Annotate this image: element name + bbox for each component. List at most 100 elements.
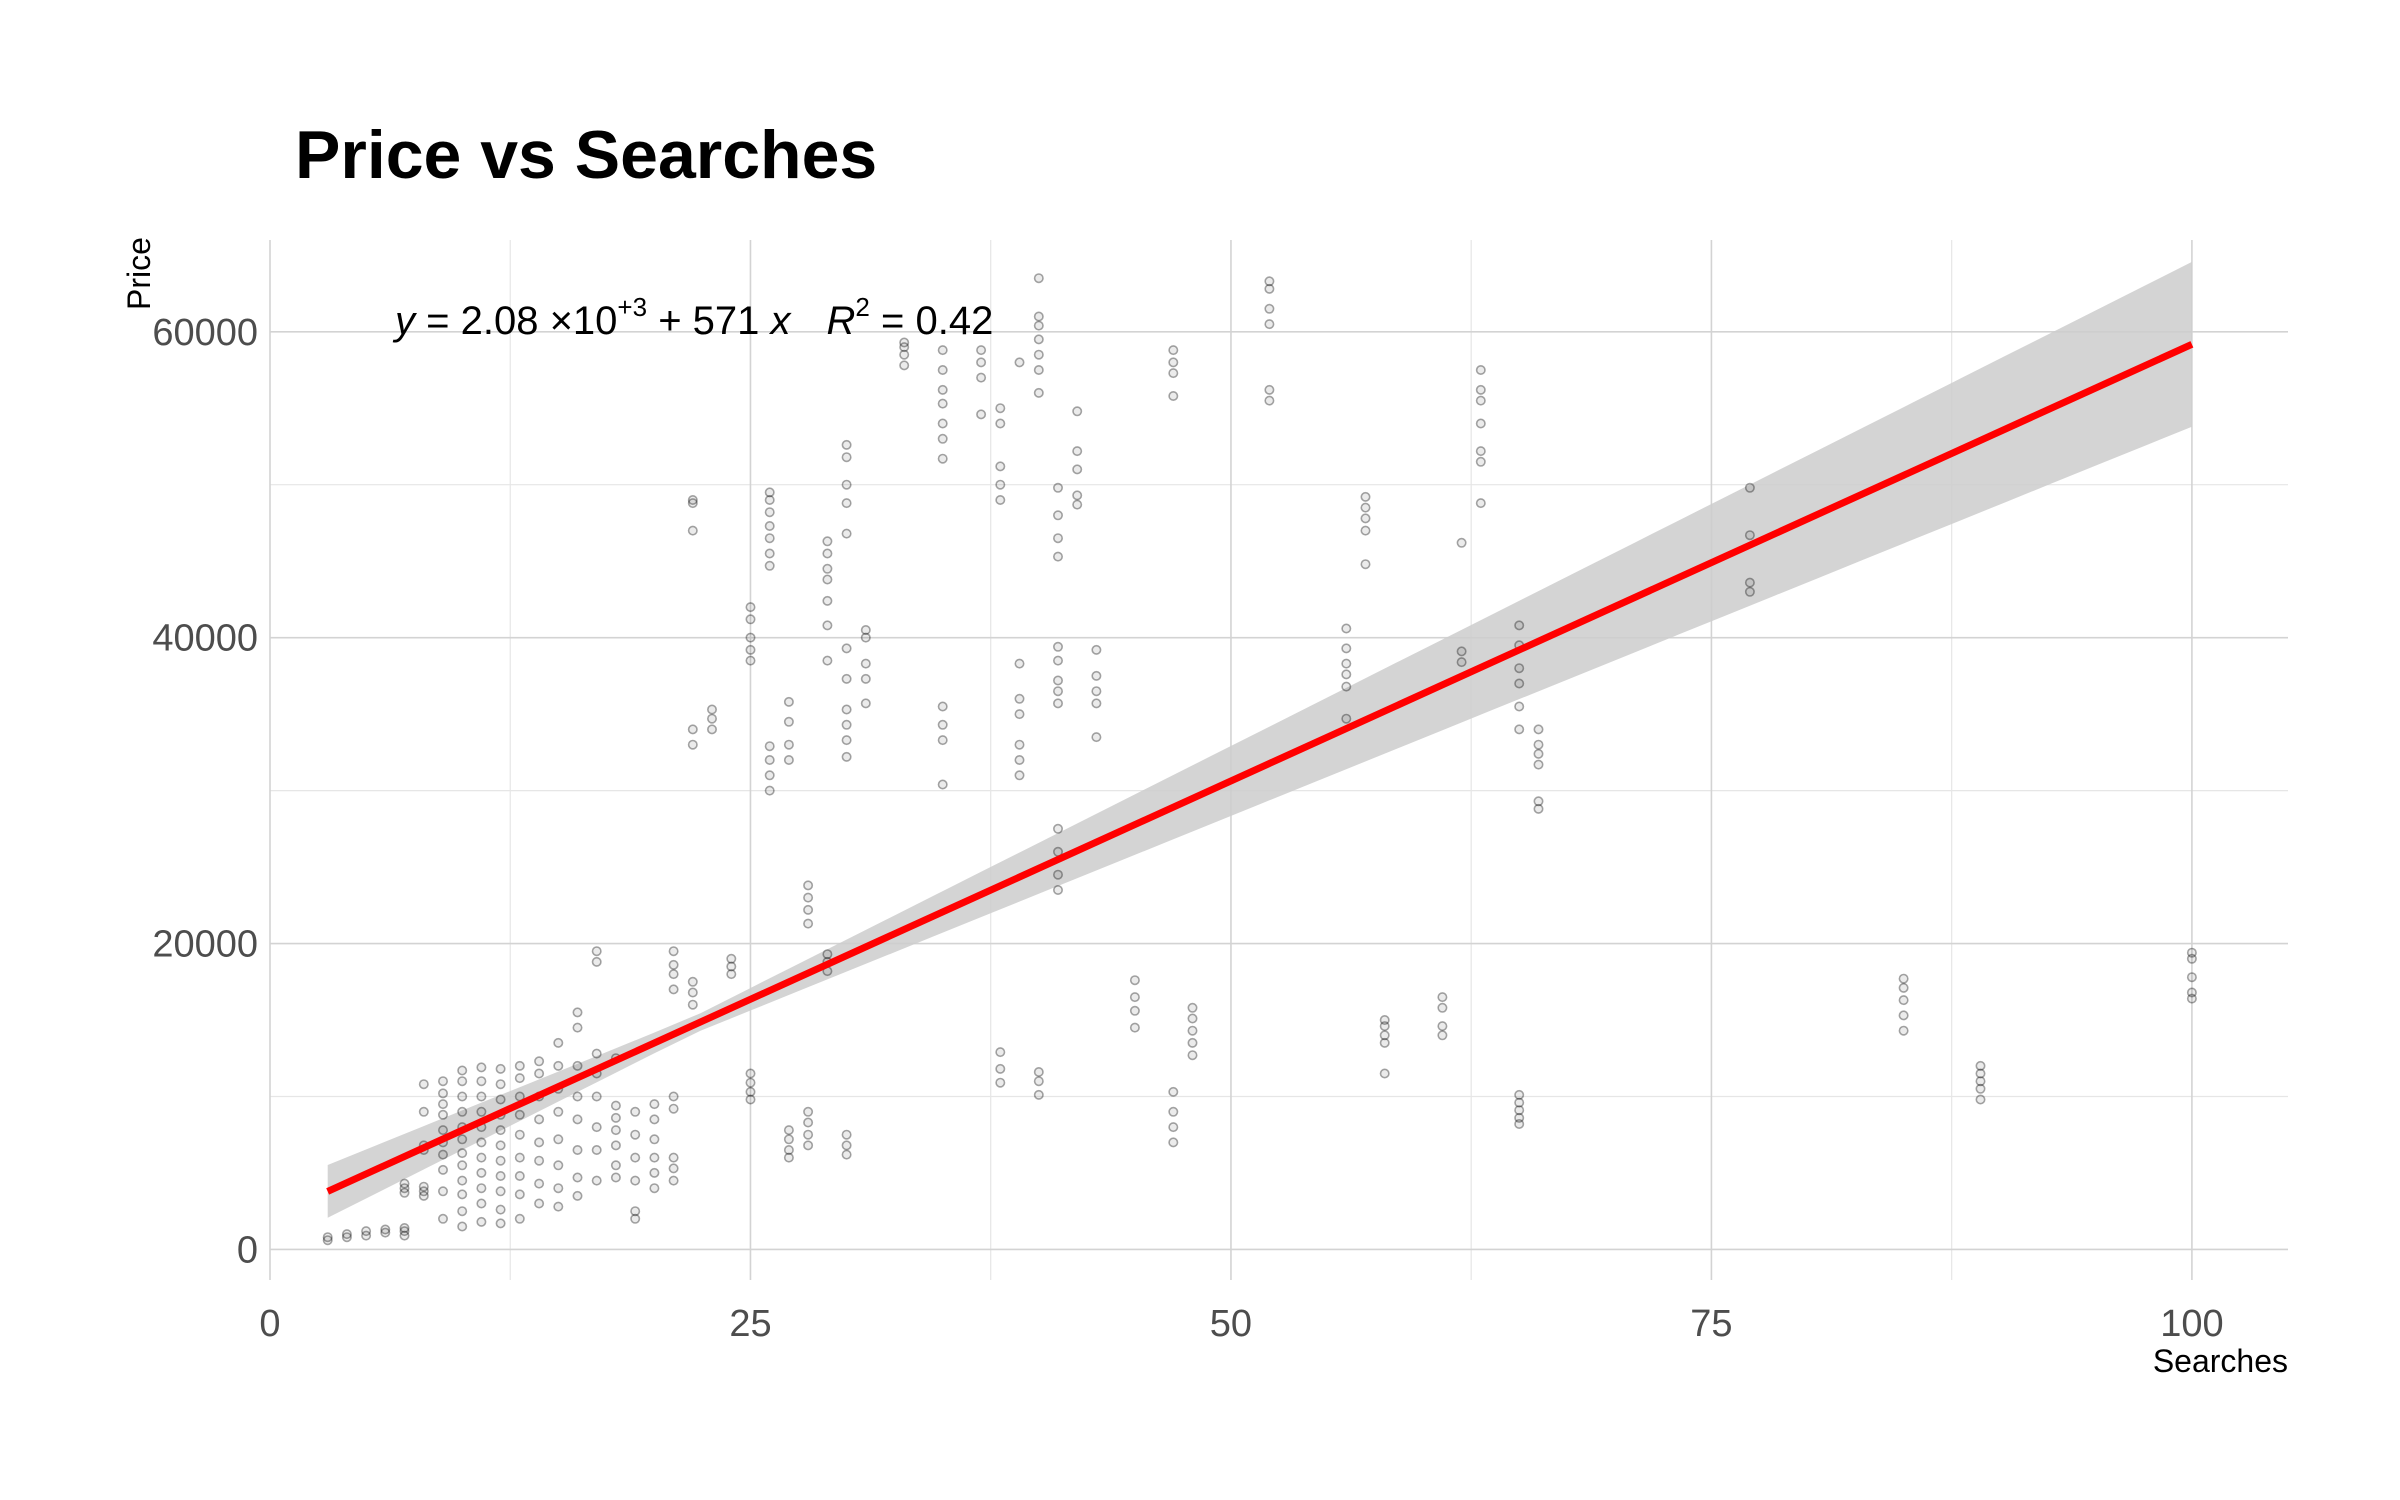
data-point [899,342,910,353]
data-point [1514,1089,1525,1100]
data-point [610,1125,621,1136]
data-point [457,1134,468,1145]
data-point [841,643,852,654]
data-point [860,658,871,669]
data-point [437,1164,448,1175]
data-point [764,533,775,544]
data-point [1014,693,1025,704]
data-point [995,1047,1006,1058]
data-point [822,595,833,606]
data-point [937,384,948,395]
data-point [841,751,852,762]
data-point [841,704,852,715]
data-point [2186,972,2197,983]
data-point [380,1227,391,1238]
data-point [399,1178,410,1189]
data-point [476,1152,487,1163]
data-point [572,1172,583,1183]
data-point [899,337,910,348]
data-point [803,892,814,903]
data-point [937,364,948,375]
data-point [457,1206,468,1217]
data-point [1975,1068,1986,1079]
data-point [1264,395,1275,406]
data-point [1091,644,1102,655]
data-point [1264,384,1275,395]
data-point [1053,675,1064,686]
data-point [1033,273,1044,284]
data-point [1053,698,1064,709]
data-point [841,452,852,463]
y-tick-label: 0 [237,1229,258,1271]
data-point [1514,1097,1525,1108]
data-point [668,969,679,980]
data-point [841,735,852,746]
data-point [2186,993,2197,1004]
data-point [1898,995,1909,1006]
data-point [995,418,1006,429]
data-point [1514,663,1525,674]
x-tick-label: 100 [2160,1303,2223,1345]
data-point [2186,947,2197,958]
data-point [995,494,1006,505]
y-tick-label: 40000 [152,618,258,660]
data-point [457,1160,468,1171]
eq-r-exponent: 2 [855,292,869,322]
data-point [803,904,814,915]
data-point [476,1167,487,1178]
data-point [341,1229,352,1240]
data-point [745,644,756,655]
data-point [706,724,717,735]
data-point [591,1145,602,1156]
data-point [1033,320,1044,331]
data-point [1187,1013,1198,1024]
data-point [1744,530,1755,541]
data-point [726,969,737,980]
fit-line-group [326,341,2194,1195]
data-point [1533,724,1544,735]
data-point [1264,276,1275,287]
data-point [783,1152,794,1163]
data-point [437,1088,448,1099]
data-point [1168,1137,1179,1148]
data-point [457,1175,468,1186]
data-point [1129,1005,1140,1016]
data-point [514,1189,525,1200]
data-point [495,1094,506,1105]
data-point [1033,311,1044,322]
x-axis-title: Searches [2153,1343,2288,1379]
data-point [1033,334,1044,345]
eq-plus: + [647,299,693,343]
data-point [1533,759,1544,770]
data-point [1033,364,1044,375]
data-point [361,1226,372,1237]
data-point [437,1076,448,1087]
data-point [418,1079,429,1090]
data-point [1341,681,1352,692]
data-point [937,779,948,790]
data-point [822,574,833,585]
data-point [803,918,814,929]
data-point [514,1129,525,1140]
data-point [553,1201,564,1212]
data-point [1168,345,1179,356]
data-point [976,409,987,420]
data-point [783,1134,794,1145]
data-point [1091,732,1102,743]
data-point [1360,491,1371,502]
confidence-band-group [327,261,2192,1218]
data-point [822,548,833,559]
data-point [476,1091,487,1102]
data-point [1187,1002,1198,1013]
data-point [476,1216,487,1227]
data-point [783,739,794,750]
data-point [841,498,852,509]
data-point [591,1048,602,1059]
data-point [976,372,987,383]
data-point [1456,657,1467,668]
data-point [706,704,717,715]
data-point [764,785,775,796]
data-point [1053,533,1064,544]
data-point [457,1106,468,1117]
x-tick-label: 75 [1690,1303,1732,1345]
